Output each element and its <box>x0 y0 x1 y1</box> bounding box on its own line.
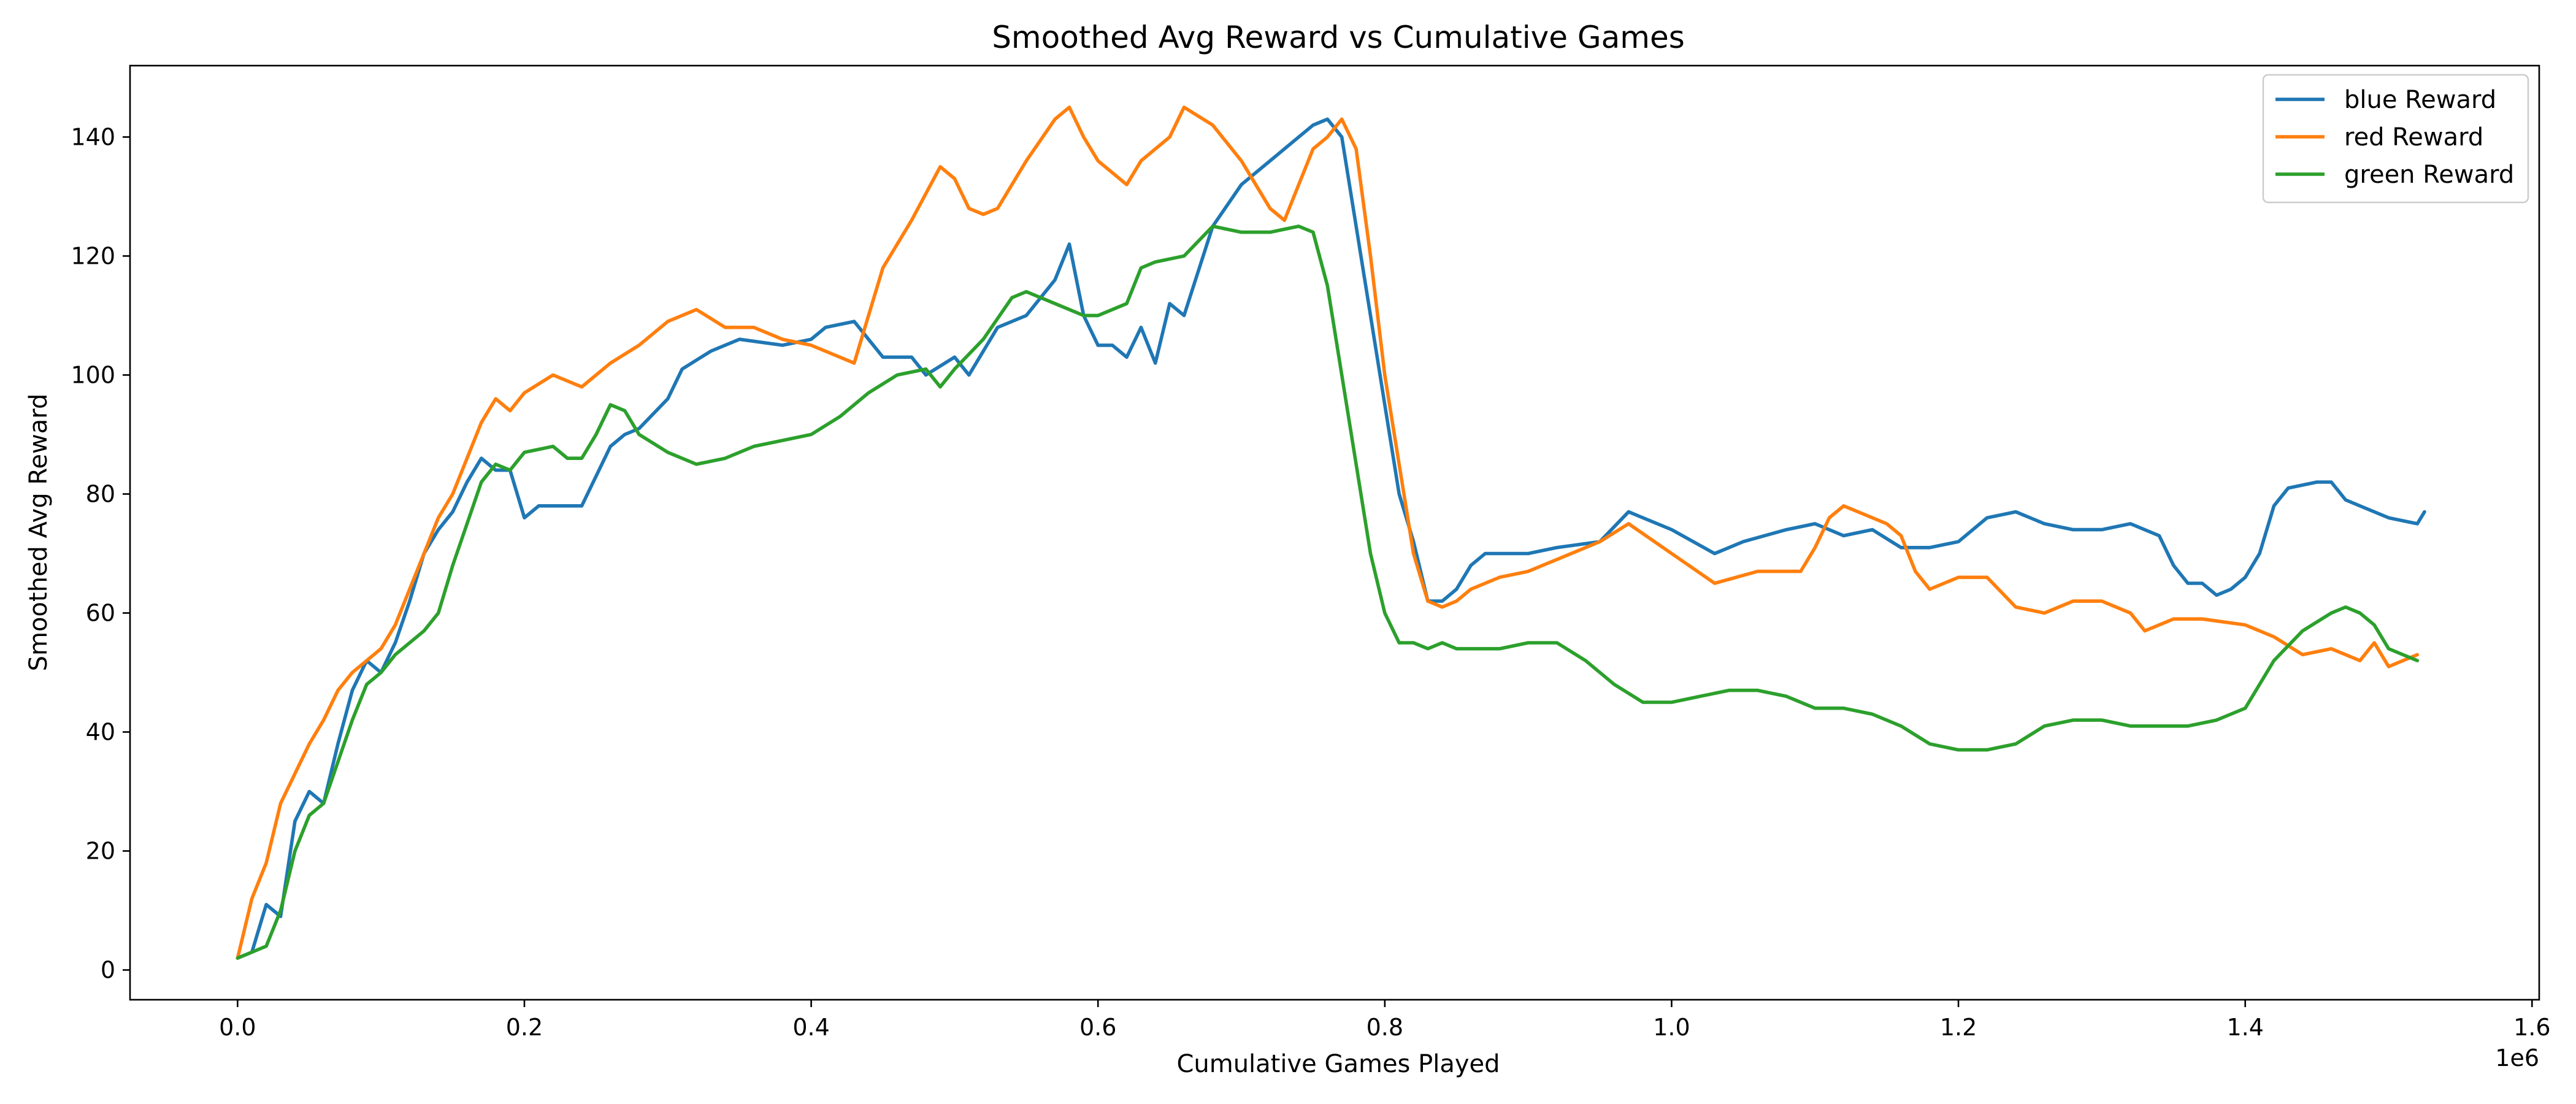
y-axis: 0 20 40 60 80 100 120 140 <box>71 123 130 983</box>
y-tick-label: 40 <box>86 718 115 745</box>
x-tick-label: 0.0 <box>219 1014 256 1041</box>
y-tick-label: 80 <box>86 480 115 507</box>
y-tick-label: 140 <box>71 123 115 150</box>
y-axis-label: Smoothed Avg Reward <box>25 394 53 672</box>
y-tick-label: 60 <box>86 599 115 626</box>
chart-title: Smoothed Avg Reward vs Cumulative Games <box>992 20 1685 55</box>
plot-area <box>236 105 2426 960</box>
series-line-red <box>236 105 2420 960</box>
x-tick-label: 1.2 <box>1940 1014 1977 1041</box>
x-tick-label: 1.6 <box>2513 1014 2550 1041</box>
legend: blue Reward red Reward green Reward <box>2262 74 2529 204</box>
legend-label-blue: blue Reward <box>2344 86 2496 114</box>
y-tick-label: 120 <box>71 242 115 269</box>
x-tick-label: 1.4 <box>2226 1014 2263 1041</box>
x-tick-label: 0.2 <box>506 1014 543 1041</box>
series-line-green <box>236 224 2420 960</box>
x-tick-label: 1.0 <box>1653 1014 1690 1041</box>
axes-frame <box>129 64 2540 1001</box>
x-axis: 0.0 0.2 0.4 0.6 0.8 1.0 1.2 1.4 1.6 <box>219 1000 2551 1041</box>
legend-label-red: red Reward <box>2344 123 2483 151</box>
y-tick-label: 20 <box>86 837 115 864</box>
y-tick-label: 100 <box>71 361 115 388</box>
legend-label-green: green Reward <box>2344 161 2514 189</box>
x-tick-label: 0.4 <box>792 1014 829 1041</box>
x-axis-offset-label: 1e6 <box>2495 1045 2539 1071</box>
x-tick-label: 0.6 <box>1079 1014 1116 1041</box>
legend-box <box>2262 74 2529 204</box>
x-tick-label: 0.8 <box>1367 1014 1403 1041</box>
x-axis-label: Cumulative Games Played <box>1176 1050 1500 1078</box>
y-tick-label: 0 <box>101 956 115 983</box>
